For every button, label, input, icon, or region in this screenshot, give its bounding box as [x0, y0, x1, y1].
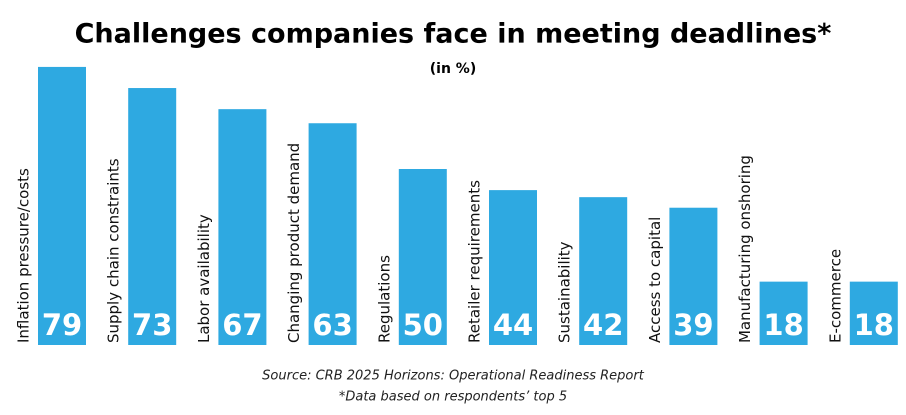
bar: [759, 281, 808, 345]
category-label: Manufacturing onshoring: [736, 155, 754, 343]
bar: [308, 123, 357, 346]
note: *Data based on respondents’ top 5: [339, 390, 567, 405]
bar: [128, 88, 177, 345]
chart-subtitle: (in %): [430, 61, 476, 77]
bar: [38, 66, 86, 346]
category-label: Labor availability: [195, 214, 213, 343]
bar: [579, 197, 628, 345]
value-label: 42: [583, 308, 623, 342]
category-label: Sustainability: [556, 241, 574, 343]
value-label: 63: [312, 308, 352, 342]
value-label: 79: [42, 308, 82, 342]
value-label: 18: [854, 308, 894, 342]
category-label: Access to capital: [646, 217, 664, 343]
value-label: 73: [132, 308, 172, 342]
bar: [218, 109, 267, 345]
category-label: Supply chain constraints: [105, 158, 123, 343]
chart-title: Challenges companies face in meeting dea…: [75, 19, 832, 50]
value-label: 44: [493, 308, 533, 342]
bar: [669, 207, 718, 345]
bar: [489, 190, 537, 345]
value-label: 50: [403, 308, 443, 342]
value-label: 18: [763, 308, 803, 342]
category-label: Inflation pressure/costs: [15, 168, 33, 343]
bar: [398, 169, 447, 345]
value-label: 67: [222, 308, 262, 342]
category-label: E-commerce: [826, 249, 844, 343]
category-label: Retailer requirements: [466, 180, 484, 343]
category-label: Regulations: [375, 255, 393, 343]
source: Source: CRB 2025 Horizons: Operational R…: [262, 369, 645, 384]
category-label: Changing product demand: [285, 143, 303, 343]
bar: [849, 281, 898, 345]
value-label: 39: [673, 308, 713, 342]
